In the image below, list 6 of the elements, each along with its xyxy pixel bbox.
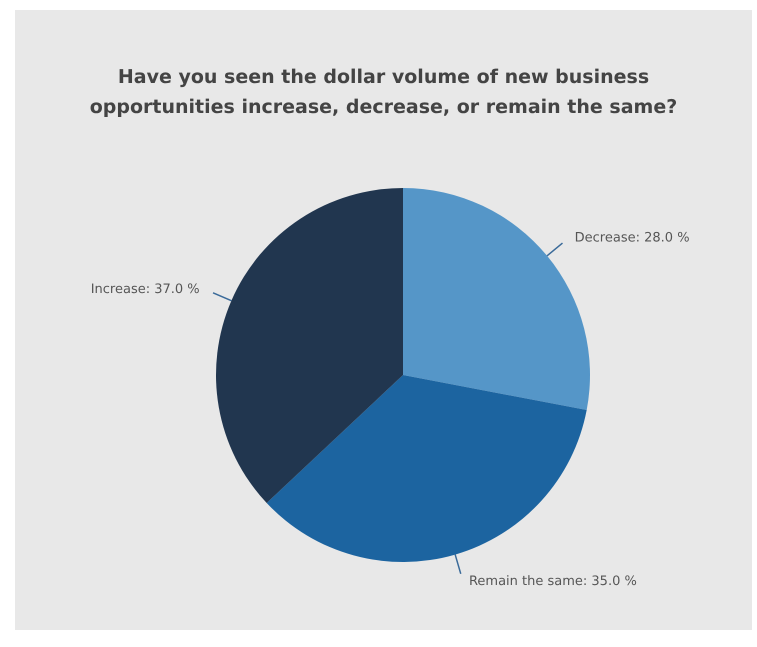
pie-slice	[216, 188, 403, 504]
slice-label: Remain the same: 35.0 %	[468, 574, 637, 589]
slice-label: Decrease: 28.0 %	[574, 230, 690, 246]
pie-slice	[266, 375, 587, 562]
chart-title: Have you seen the dollar volume of new business opportunities increase, decrease, or remain the same?	[88, 65, 678, 118]
slice-label: Increase: 37.0 %	[90, 282, 200, 298]
